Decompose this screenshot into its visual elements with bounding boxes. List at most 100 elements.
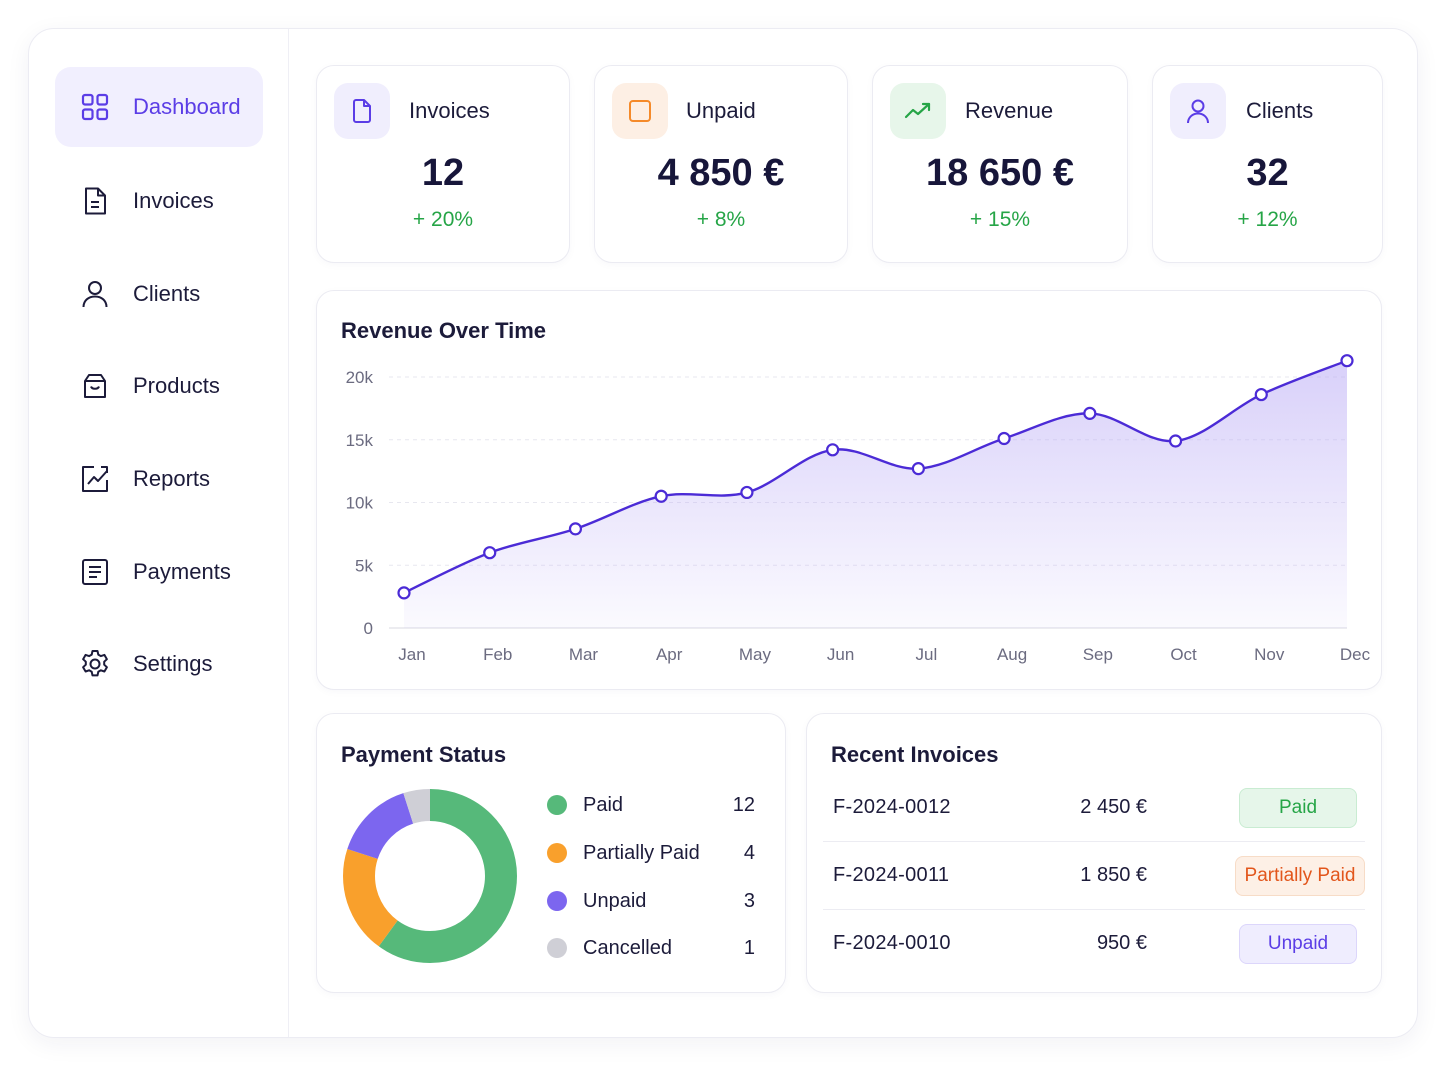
y-tick-label: 20k <box>346 368 374 387</box>
legend-count: 4 <box>743 841 755 864</box>
sidebar-item-payments[interactable]: Payments <box>55 532 263 612</box>
invoice-row[interactable]: F-2024-0012 2 450 € Paid <box>823 774 1365 842</box>
invoice-id: F-2024-0011 <box>833 864 950 886</box>
x-tick-label: Jan <box>398 645 425 664</box>
payment-status-donut <box>343 789 517 963</box>
y-tick-label: 5k <box>355 556 373 575</box>
donut-slice <box>343 789 517 963</box>
sidebar-item-products[interactable]: Products <box>55 346 263 426</box>
chart-title: Revenue Over Time <box>341 318 547 343</box>
x-tick-label: Apr <box>656 645 683 664</box>
stat-icon-box <box>890 83 946 139</box>
sidebar-item-label: Invoices <box>133 188 214 213</box>
invoice-amount: 2 450 € <box>1080 796 1147 818</box>
invoice-amount: 950 € <box>1096 932 1147 954</box>
trending-up-icon <box>904 102 931 119</box>
x-tick-label: Mar <box>569 645 599 664</box>
legend-label: Partially Paid <box>583 841 700 864</box>
stat-delta: + 12% <box>1237 208 1298 231</box>
legend-count: 12 <box>732 793 755 816</box>
invoice-row[interactable]: F-2024-0010 950 € Unpaid <box>823 910 1365 978</box>
user-icon <box>1187 99 1209 124</box>
revenue-chart: 0 5k 10k 15k 20k Jan Feb Mar Apr May Jun Jul Aug Sep O… <box>346 354 1371 664</box>
data-point <box>740 485 754 500</box>
legend-label: Paid <box>583 793 624 816</box>
payment-status-card: Payment Status Paid 12 Partially Paid 4 … <box>316 713 786 993</box>
stat-icon-box <box>1170 83 1226 139</box>
stat-title: Revenue <box>965 98 1054 123</box>
stat-title: Clients <box>1246 98 1314 123</box>
grid-icon <box>81 93 109 121</box>
square-icon <box>629 100 651 122</box>
stat-title: Unpaid <box>686 98 756 123</box>
data-point <box>1083 406 1097 420</box>
legend-item-unpaid: Unpaid 3 <box>547 886 755 916</box>
sidebar-item-reports[interactable]: Reports <box>55 439 263 519</box>
legend-item-cancelled: Cancelled 1 <box>547 933 755 963</box>
x-tick-label: Oct <box>1170 645 1197 664</box>
legend-label: Unpaid <box>583 889 647 912</box>
stat-value: 32 <box>1246 152 1289 194</box>
legend-dot <box>547 795 567 815</box>
legend-label: Cancelled <box>583 936 672 959</box>
legend-item-paid: Paid 12 <box>547 790 755 820</box>
sidebar-item-clients[interactable]: Clients <box>55 254 263 334</box>
y-tick-label: 10k <box>346 494 374 513</box>
sidebar-item-invoices[interactable]: Invoices <box>55 161 263 241</box>
x-tick-label: Dec <box>1340 645 1371 664</box>
trend-chart-icon <box>82 466 108 492</box>
legend-count: 1 <box>743 936 755 959</box>
x-tick-label: Aug <box>997 645 1027 664</box>
invoice-row[interactable]: F-2024-0011 1 850 € Partially Paid <box>823 842 1365 910</box>
file-icon <box>353 99 371 123</box>
data-point <box>826 443 840 457</box>
data-point <box>483 546 497 560</box>
stat-value: 18 650 € <box>926 152 1074 194</box>
sidebar-item-label: Payments <box>133 559 231 584</box>
stat-card-revenue[interactable]: Revenue 18 650 € + 15% <box>872 65 1128 263</box>
stat-icon-box <box>334 83 390 139</box>
gear-icon <box>82 650 108 677</box>
stat-value: 4 850 € <box>657 152 785 194</box>
legend-count: 3 <box>743 889 755 912</box>
invoice-amount: 1 850 € <box>1080 864 1147 886</box>
receipt-icon <box>82 559 108 585</box>
invoice-id: F-2024-0012 <box>833 796 951 818</box>
revenue-area <box>404 360 1347 628</box>
stat-icon-box <box>612 83 668 139</box>
stat-card-unpaid[interactable]: Unpaid 4 850 € + 8% <box>594 65 848 263</box>
stat-card-invoices[interactable]: Invoices 12 + 20% <box>316 65 570 263</box>
data-point <box>1340 354 1354 368</box>
legend-dot <box>547 938 567 958</box>
legend-dot <box>547 891 567 911</box>
revenue-chart-card: Revenue Over Time 0 5k 10k 15k 20k Jan Feb Mar A… <box>316 290 1382 690</box>
sidebar-item-label: Reports <box>133 466 211 491</box>
data-point <box>568 522 583 536</box>
data-point <box>911 462 925 476</box>
status-badge: Partially Paid <box>1235 856 1365 896</box>
status-badge: Paid <box>1239 788 1357 828</box>
recent-invoices-title: Recent Invoices <box>831 742 999 767</box>
x-tick-label: Jun <box>827 645 854 664</box>
data-point <box>1168 434 1183 448</box>
sidebar-item-dashboard[interactable]: Dashboard <box>55 67 263 147</box>
user-icon <box>82 281 108 308</box>
status-badge: Unpaid <box>1239 924 1357 964</box>
data-point <box>1254 387 1268 402</box>
sidebar-item-settings[interactable]: Settings <box>55 624 263 704</box>
x-tick-label: May <box>739 645 772 664</box>
sidebar-item-label: Settings <box>133 651 213 676</box>
data-point <box>397 586 411 600</box>
stat-delta: + 20% <box>412 208 474 231</box>
y-tick-label: 0 <box>364 619 373 638</box>
sidebar: Dashboard Invoices Clients Products Repo… <box>29 29 289 1037</box>
x-tick-label: Nov <box>1254 645 1285 664</box>
y-tick-label: 15k <box>346 431 374 450</box>
x-tick-label: Feb <box>483 645 512 664</box>
sidebar-item-label: Dashboard <box>133 94 241 119</box>
sidebar-item-label: Products <box>133 373 220 398</box>
invoice-id: F-2024-0010 <box>833 932 951 954</box>
data-point <box>654 489 668 503</box>
stat-value: 12 <box>421 152 465 194</box>
stat-card-clients[interactable]: Clients 32 + 12% <box>1152 65 1383 263</box>
